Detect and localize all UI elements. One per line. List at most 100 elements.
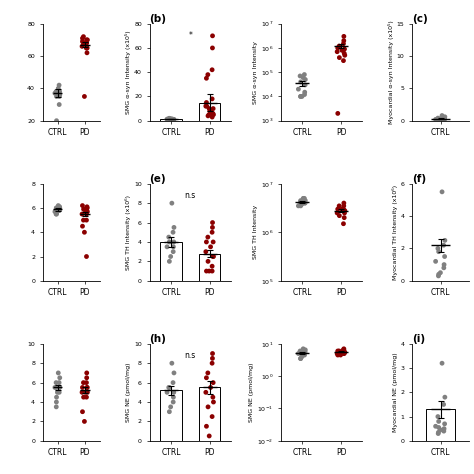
- Point: [56, 383, 64, 391]
- Point: [83, 36, 91, 44]
- Point: [82, 44, 90, 52]
- Point: [441, 253, 448, 260]
- Point: [432, 116, 439, 123]
- Point: [333, 350, 341, 357]
- Point: [210, 253, 217, 260]
- Point: [52, 88, 60, 95]
- Point: [204, 403, 212, 410]
- Point: [340, 33, 347, 40]
- Point: [300, 74, 307, 82]
- Point: [440, 116, 447, 124]
- Point: [56, 203, 64, 210]
- Point: [202, 74, 210, 82]
- Point: [340, 345, 347, 353]
- Point: [51, 90, 59, 97]
- Point: [170, 243, 177, 251]
- Point: [334, 109, 342, 117]
- Point: [340, 199, 347, 207]
- Point: [54, 204, 61, 212]
- Point: [440, 264, 447, 272]
- Y-axis label: Myocardial α-syn Intensity (x10⁵): Myocardial α-syn Intensity (x10⁵): [388, 20, 394, 124]
- Point: [440, 428, 447, 435]
- Point: [209, 113, 216, 121]
- Point: [207, 243, 214, 251]
- Point: [167, 116, 175, 123]
- Y-axis label: Myocardial NE (pmol/mg): Myocardial NE (pmol/mg): [393, 353, 398, 432]
- Point: [169, 398, 177, 406]
- Point: [435, 428, 442, 436]
- Point: [336, 212, 343, 219]
- Point: [297, 348, 304, 356]
- Point: [209, 32, 216, 40]
- Point: [296, 199, 304, 207]
- Point: [209, 44, 216, 52]
- Point: [205, 432, 213, 440]
- Point: [297, 198, 304, 205]
- Point: [208, 228, 216, 236]
- Point: [435, 115, 442, 123]
- Point: [82, 389, 89, 396]
- Point: [83, 383, 91, 391]
- Point: [336, 347, 343, 355]
- Point: [437, 426, 444, 434]
- Point: [202, 248, 210, 255]
- Point: [338, 46, 346, 54]
- Point: [82, 39, 89, 47]
- Point: [438, 188, 446, 196]
- Point: [169, 116, 177, 123]
- Point: [82, 44, 90, 52]
- Point: [209, 109, 217, 117]
- Point: [301, 91, 308, 98]
- Point: [340, 350, 348, 357]
- Point: [83, 374, 91, 382]
- Point: [165, 115, 173, 123]
- Point: [297, 355, 304, 362]
- Point: [298, 353, 306, 360]
- Point: [435, 272, 442, 280]
- Y-axis label: SMG NE (pmol/mg): SMG NE (pmol/mg): [249, 363, 255, 422]
- Point: [301, 81, 309, 89]
- Point: [202, 238, 210, 246]
- Point: [301, 71, 308, 78]
- Point: [301, 76, 309, 83]
- Point: [205, 105, 213, 112]
- Point: [434, 413, 442, 420]
- Point: [83, 203, 91, 210]
- Point: [209, 267, 216, 275]
- Point: [170, 393, 177, 401]
- Point: [298, 201, 306, 208]
- Point: [55, 207, 63, 214]
- Point: [209, 263, 216, 270]
- Point: [167, 116, 174, 123]
- Point: [205, 267, 213, 275]
- Y-axis label: SMG α-syn Intensity (x10⁵): SMG α-syn Intensity (x10⁵): [125, 30, 131, 114]
- Point: [341, 52, 348, 59]
- Point: [440, 425, 448, 432]
- Point: [297, 92, 304, 100]
- Point: [165, 383, 173, 391]
- Point: [297, 92, 304, 100]
- Point: [78, 389, 86, 396]
- Point: [295, 202, 302, 210]
- Point: [435, 418, 442, 425]
- Bar: [160, 242, 182, 281]
- Point: [340, 346, 347, 354]
- Point: [301, 194, 308, 202]
- Point: [440, 261, 448, 268]
- Point: [435, 271, 443, 278]
- Point: [168, 359, 176, 367]
- Point: [53, 92, 60, 100]
- Point: [207, 383, 214, 391]
- Point: [169, 248, 177, 255]
- Point: [55, 202, 62, 210]
- Text: (e): (e): [150, 173, 166, 183]
- Y-axis label: SMG NE (pmol/mg): SMG NE (pmol/mg): [127, 363, 131, 422]
- Point: [209, 95, 216, 103]
- Text: *: *: [188, 31, 192, 40]
- Point: [295, 85, 302, 93]
- Bar: [160, 391, 182, 441]
- Point: [167, 403, 174, 410]
- Point: [296, 72, 304, 80]
- Point: [210, 111, 217, 118]
- Y-axis label: SMG TH Intensity (x10⁶): SMG TH Intensity (x10⁶): [126, 195, 131, 270]
